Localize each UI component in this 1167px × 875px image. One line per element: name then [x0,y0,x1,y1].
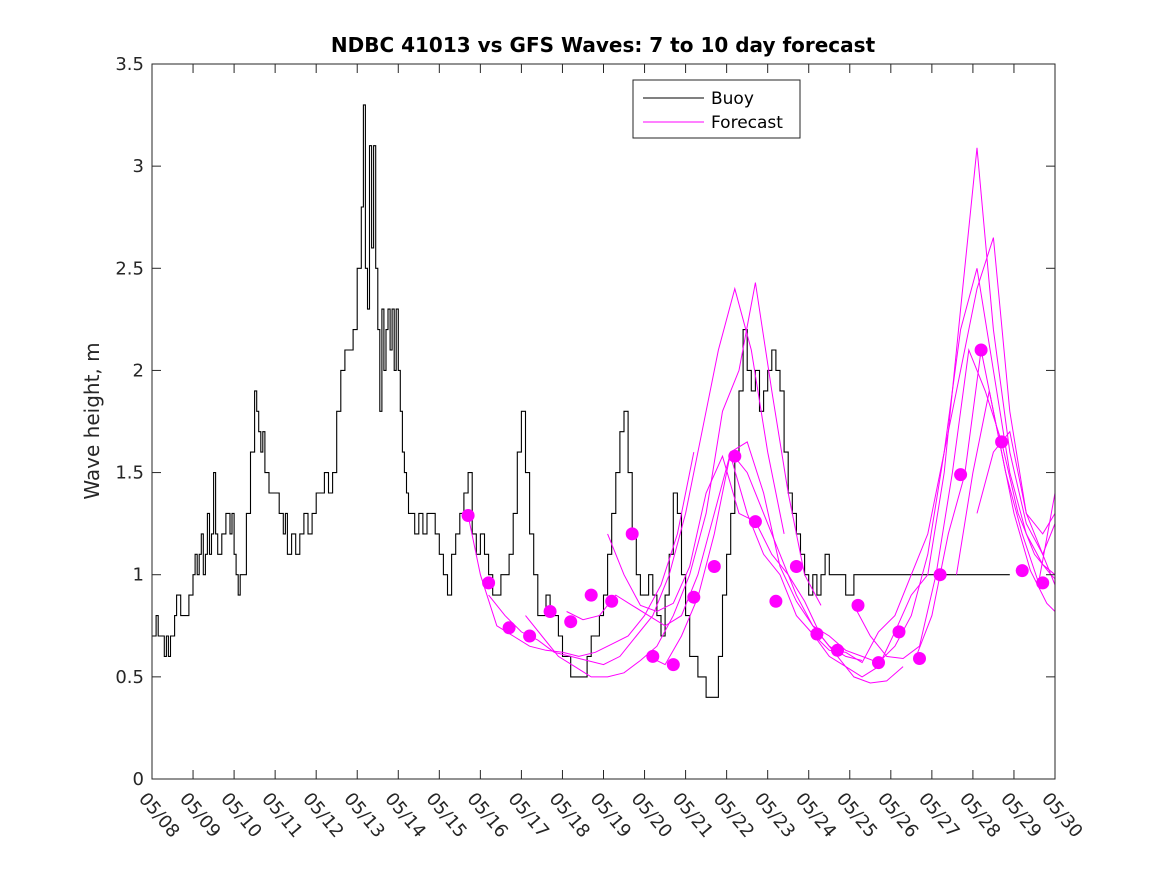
forecast-marker [872,656,885,670]
axes-box [151,63,1056,780]
forecast-series-line-8 [812,237,1055,664]
x-tick-label: 05/17 [504,789,553,842]
forecast-marker [605,594,619,608]
x-tick-label: 05/18 [545,789,594,842]
forecast-marker [974,343,988,357]
forecast-marker [892,625,906,639]
x-tick-label: 05/16 [463,789,512,842]
forecast-marker [769,594,783,608]
x-tick-label: 05/24 [791,789,840,842]
legend-buoy-label: Buoy [711,89,754,109]
forecast-marker [913,652,926,665]
forecast-series-line-1 [467,452,695,657]
forecast-marker [954,468,968,482]
forecast-marker [564,615,578,629]
forecast-series-line-2 [488,286,785,666]
y-tick-label: 1 [133,565,144,586]
forecast-marker [543,605,557,618]
forecast-marker [482,576,496,590]
forecast-marker [789,560,803,573]
y-tick-label: 3.5 [115,54,144,75]
x-tick-label: 05/20 [627,789,676,842]
y-tick-label: 2 [133,360,144,381]
forecast-series-line-3 [525,282,822,678]
buoy-series-line [152,104,1010,698]
x-tick-label: 05/12 [298,789,347,842]
x-tick-label: 05/28 [955,789,1004,842]
y-tick-label: 0 [133,769,144,790]
forecast-marker [728,449,742,463]
forecast-series-line-5 [607,454,904,684]
forecast-series-line-6 [648,268,1055,666]
x-tick-label: 05/29 [996,789,1045,842]
legend-box [632,79,801,139]
x-tick-label: 05/14 [380,789,429,842]
y-axis-ticks: 0 0.5 1 1.5 2 2.5 3 3.5 [115,54,1055,790]
x-tick-label: 05/13 [339,789,388,842]
forecast-marker [523,629,537,643]
forecast-marker [1015,564,1029,578]
y-axis-label: Wave height, m [80,342,104,499]
x-tick-label: 05/23 [750,789,799,842]
forecast-marker [748,515,762,529]
forecast-marker [810,627,824,641]
y-tick-label: 2.5 [115,258,144,279]
y-tick-label: 0.5 [115,667,144,688]
forecast-marker [933,568,947,582]
x-tick-label: 05/08 [134,789,183,842]
forecast-series-line-9 [853,348,1055,660]
forecast-marker [995,435,1009,449]
x-tick-label: 05/10 [216,789,265,842]
forecast-marker [584,588,598,602]
plot-area [151,63,1056,780]
x-tick-label: 05/19 [586,789,635,842]
forecast-marker [687,590,701,604]
legend: Buoy Forecast [632,79,801,139]
y-tick-label: 1.5 [115,463,144,484]
x-tick-label: 05/26 [873,789,922,842]
x-tick-label: 05/27 [914,789,963,842]
forecast-series-line-12 [976,430,1055,556]
forecast-marker [831,643,844,657]
x-tick-label: 05/15 [421,789,470,842]
series-layer [152,104,1055,698]
forecast-marker [666,658,680,672]
forecast-marker [625,527,639,541]
x-tick-label: 05/30 [1037,789,1086,842]
x-tick-label: 05/25 [832,789,881,842]
x-tick-label: 05/09 [175,789,224,842]
forecast-marker [461,509,475,522]
forecast-series-line-10 [914,349,1055,659]
chart-title: NDBC 41013 vs GFS Waves: 7 to 10 day for… [331,33,876,57]
y-tick-label: 3 [133,156,144,177]
x-tick-label: 05/22 [709,789,758,842]
forecast-marker [707,560,721,573]
legend-forecast-label: Forecast [711,113,783,133]
forecast-marker [851,598,865,612]
x-tick-label: 05/21 [668,789,717,842]
x-tick-label: 05/11 [257,789,306,842]
forecast-marker [502,621,516,635]
forecast-marker [646,649,660,663]
forecast-marker [1036,576,1050,590]
